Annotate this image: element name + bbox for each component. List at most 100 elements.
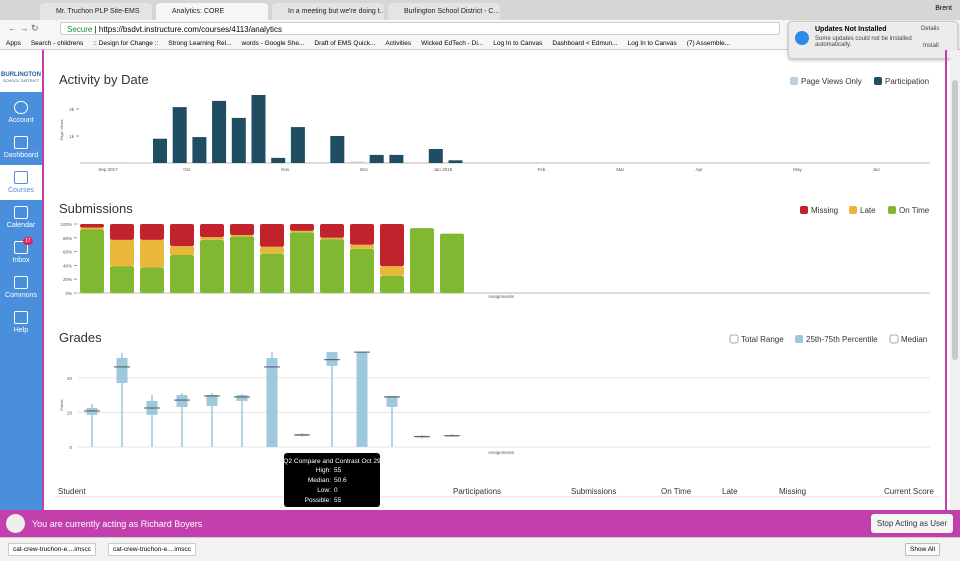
logo[interactable]: BURLINGTON SCHOOL DISTRICT <box>0 50 42 92</box>
bar-segment <box>140 224 164 240</box>
y-tick-label: 1k <box>69 134 75 139</box>
activity-title: Activity by Date <box>59 72 149 87</box>
details-button[interactable]: Details <box>921 26 940 32</box>
box <box>116 357 128 383</box>
downloads-bar: Show All cat-crew-truchon-e....imscc cat-… <box>0 537 960 561</box>
bar-segment <box>290 230 314 233</box>
tooltip-value: 50.6 <box>334 477 347 484</box>
bookmark[interactable]: (7) Assemble... <box>686 40 731 47</box>
column-header: Current Score <box>884 487 934 496</box>
nav-item[interactable]: Commons <box>0 270 42 305</box>
grades-title: Grades <box>59 330 102 345</box>
bookmark[interactable]: Activities <box>385 40 412 47</box>
bar-segment <box>80 224 104 228</box>
sidebar: Account Dashboard Courses Calendar Inbox 17 Co… <box>0 50 42 510</box>
bookmark[interactable]: Strong Learning Rel... <box>168 40 232 47</box>
bar-segment <box>290 224 314 231</box>
tab[interactable]: Burlington School District - C... <box>388 3 500 20</box>
x-tick-label: Dec <box>360 167 369 172</box>
bar <box>231 117 246 163</box>
tab[interactable]: In a meeting but we're doing t... <box>272 3 384 20</box>
bar-segment <box>260 246 284 254</box>
x-tick-label: Feb <box>538 167 546 172</box>
bar-segment <box>200 239 224 293</box>
box <box>356 352 368 447</box>
column-header: On Time <box>661 487 692 496</box>
scroll-thumb[interactable] <box>952 80 958 360</box>
legend-label: Total Range <box>741 335 784 344</box>
bar <box>290 127 305 163</box>
bookmark[interactable]: Search - childrens <box>30 40 84 47</box>
nav-item[interactable]: Calendar <box>0 200 42 235</box>
bar <box>330 136 345 163</box>
content-frame <box>42 50 947 510</box>
nav-item[interactable]: Account <box>0 95 42 130</box>
logo-text: BURLINGTON <box>1 72 41 78</box>
bar-segment <box>140 267 164 293</box>
bookmark[interactable]: Apps <box>6 40 21 47</box>
notification: Updates Not Installed Some updates could… <box>788 21 958 59</box>
bar <box>192 137 207 163</box>
nav-buttons[interactable]: ← → ↻ <box>8 23 39 33</box>
legend-swatch <box>790 77 798 85</box>
bar-segment <box>320 224 344 238</box>
tab[interactable]: Mr. Truchon PLP Site-EMS <box>40 3 152 20</box>
download-item[interactable]: cat-crew-truchon-e....imscc <box>8 543 97 556</box>
nav-icon <box>14 311 28 324</box>
stop-acting-button[interactable]: Stop Acting as User <box>871 514 953 533</box>
y-tick-label: 20 <box>67 410 73 415</box>
tooltip-value: 55 <box>334 467 342 474</box>
bookmarks-bar: Apps Search - childrens:: Design for Chan… <box>0 37 960 50</box>
x-tick-label: Oct <box>183 167 191 172</box>
legend-swatch <box>795 335 803 343</box>
bookmark[interactable]: Log In to Canvas <box>493 40 543 47</box>
box <box>266 357 278 447</box>
nav-icon <box>14 171 28 184</box>
legend-label: Late <box>860 206 876 215</box>
x-tick-label: Jun <box>873 167 881 172</box>
nav-icon <box>14 206 28 219</box>
bookmark[interactable]: Dashboard < Edmun... <box>552 40 618 47</box>
column-header: Submissions <box>571 487 616 496</box>
tooltip <box>284 453 380 507</box>
masquerade-banner: You are currently acting as Richard Boye… <box>0 510 960 537</box>
install-button[interactable]: Install <box>923 43 939 49</box>
nav-item[interactable]: Inbox 17 <box>0 235 42 270</box>
bar <box>389 154 404 163</box>
bar-segment <box>290 232 314 293</box>
avatar <box>6 514 25 533</box>
bookmark[interactable]: :: Design for Change :: <box>93 40 159 47</box>
bar <box>212 100 227 163</box>
bookmark[interactable]: Log In to Canvas <box>627 40 677 47</box>
bar <box>133 162 148 163</box>
nav-item[interactable]: Dashboard <box>0 130 42 165</box>
nav-label: Courses <box>7 187 35 194</box>
tab[interactable]: Analytics: CORE <box>156 3 268 20</box>
bar-segment <box>320 237 344 240</box>
bookmark[interactable]: words - Google She... <box>241 40 305 47</box>
y-tick-label: 20% <box>63 277 72 282</box>
nav-item[interactable]: Courses <box>0 165 42 200</box>
notification-title: Updates Not Installed <box>815 26 887 33</box>
scrollbar[interactable] <box>950 50 960 510</box>
x-tick-label: May <box>793 167 802 172</box>
x-tick-label: Sep 2017 <box>98 167 118 172</box>
bookmark[interactable]: Draft of EMS Quick... <box>314 40 376 47</box>
column-header: Participations <box>453 487 501 496</box>
logo-subtext: SCHOOL DISTRICT <box>2 78 40 83</box>
nav-label: Inbox <box>12 257 30 264</box>
download-item[interactable]: cat-crew-truchon-e....imscc <box>108 543 197 556</box>
url-field[interactable]: Secure | https://bsdvt.instructure.com/c… <box>60 22 780 35</box>
nav-item[interactable]: Help <box>0 305 42 340</box>
legend-label: On Time <box>899 206 930 215</box>
x-tick-label: Apr <box>695 167 703 172</box>
bar <box>350 161 364 163</box>
bar <box>369 154 384 163</box>
box <box>86 408 98 415</box>
bar <box>251 94 266 163</box>
show-all-button[interactable]: Show All <box>905 543 940 556</box>
bookmark[interactable]: Wicked EdTech - Di... <box>421 40 484 47</box>
nav-icon <box>14 101 28 114</box>
box <box>206 395 218 406</box>
